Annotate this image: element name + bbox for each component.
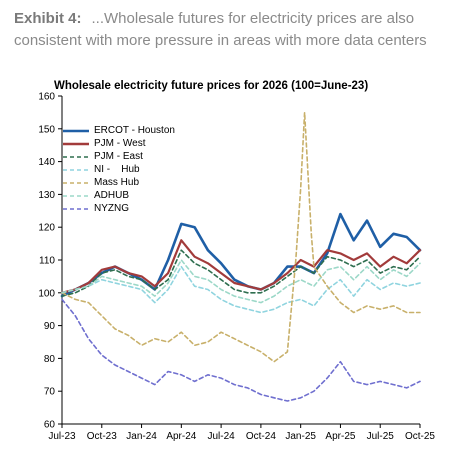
legend-label: ADHUB <box>94 190 130 201</box>
x-tick-label: Oct-25 <box>405 431 435 442</box>
legend-item: PJM - West <box>62 137 175 150</box>
x-tick-label: Apr-25 <box>325 431 355 442</box>
y-tick-label: 110 <box>39 256 55 267</box>
x-tick-label: Oct-23 <box>87 431 117 442</box>
x-tick-label: Apr-24 <box>166 431 196 442</box>
series-line-3 <box>61 265 421 314</box>
legend-swatch <box>63 168 89 171</box>
y-tick-label: 160 <box>38 92 55 103</box>
series-line-4 <box>61 111 421 363</box>
legend-label: NI - Hub <box>94 164 140 175</box>
x-tick-label: Jul-25 <box>367 431 395 442</box>
chart-legend: ERCOT - Houston PJM - West PJM - East NI - … <box>62 124 175 215</box>
x-tick-label: Jul-23 <box>48 431 76 442</box>
series-lines <box>60 111 422 402</box>
legend-label: PJM - East <box>94 151 143 162</box>
x-tick-label: Jan-25 <box>285 431 316 442</box>
y-tick-label: 130 <box>38 190 55 201</box>
legend-swatch <box>63 207 89 210</box>
legend-label: NYZNG <box>94 203 129 214</box>
y-tick-label: 70 <box>44 387 56 398</box>
legend-swatch <box>63 142 89 145</box>
legend-item: Mass Hub <box>62 176 175 189</box>
axes: 60 70 80 90 100 110 120 130 140 150 160 Jul-23 Oct-2… <box>38 92 435 443</box>
legend-item: NYZNG <box>62 202 175 215</box>
legend-label: ERCOT - Houston <box>94 125 175 136</box>
series-line-5 <box>61 259 421 304</box>
series-line-1 <box>60 239 422 294</box>
legend-label: PJM - West <box>94 138 146 149</box>
y-tick-label: 80 <box>44 354 56 365</box>
legend-item: ADHUB <box>62 189 175 202</box>
legend-swatch <box>63 129 89 132</box>
exhibit-label: Exhibit 4: <box>14 10 82 27</box>
exhibit-text: ...Wholesale futures for electricity pri… <box>14 10 427 49</box>
x-tick-label: Oct-24 <box>246 431 276 442</box>
y-tick-label: 100 <box>38 288 55 299</box>
legend-item: NI - Hub <box>62 163 175 176</box>
series-line-2 <box>61 249 421 297</box>
x-tick-label: Jul-24 <box>207 431 235 442</box>
y-tick-label: 120 <box>38 223 55 234</box>
legend-item: ERCOT - Houston <box>62 124 175 137</box>
legend-swatch <box>63 194 89 197</box>
y-tick-label: 140 <box>38 157 55 168</box>
y-tick-label: 150 <box>38 124 55 135</box>
y-tick-label: 60 <box>44 420 56 431</box>
legend-item: PJM - East <box>62 150 175 163</box>
legend-swatch <box>63 155 89 158</box>
chart-title: Wholesale electricity future prices for … <box>54 80 369 92</box>
legend-label: Mass Hub <box>94 177 140 188</box>
y-tick-label: 90 <box>44 321 56 332</box>
x-tick-label: Jan-24 <box>126 431 157 442</box>
legend-swatch <box>63 181 89 184</box>
exhibit-caption: Exhibit 4: ...Wholesale futures for elect… <box>14 8 450 52</box>
series-line-6 <box>61 298 421 402</box>
